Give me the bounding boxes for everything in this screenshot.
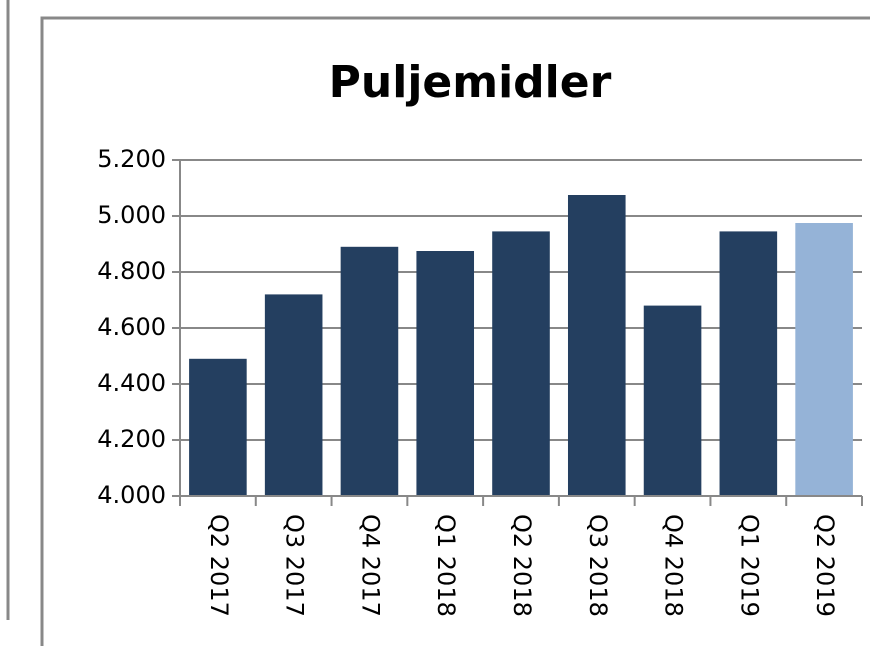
x-tick-label: Q1 2018 [432, 514, 460, 617]
y-tick-label: 4.200 [97, 425, 166, 453]
x-tick-label: Q4 2017 [356, 514, 384, 617]
x-tick-label: Q2 2019 [811, 514, 839, 617]
bar [264, 294, 323, 496]
y-tick-label: 4.600 [97, 313, 166, 341]
bar [340, 246, 399, 496]
x-tick-label: Q2 2018 [508, 514, 536, 617]
bar [643, 305, 702, 496]
x-tick-label: Q2 2017 [205, 514, 233, 617]
bar [416, 251, 475, 496]
y-tick-label: 4.400 [97, 369, 166, 397]
bar [492, 231, 550, 496]
y-tick-label: 5.000 [97, 201, 166, 229]
chart-title: Puljemidler [329, 57, 612, 108]
x-tick-label: Q3 2017 [281, 514, 309, 617]
chart-frame [40, 16, 870, 646]
bar [567, 195, 626, 496]
x-tick-label: Q3 2018 [584, 514, 612, 617]
bar [719, 231, 778, 496]
y-tick-label: 4.800 [97, 257, 166, 285]
x-tick-label: Q4 2018 [660, 514, 688, 617]
bar [189, 358, 247, 496]
y-tick-label: 4.000 [97, 481, 166, 509]
y-tick-label: 5.200 [97, 145, 166, 173]
x-tick-label: Q1 2019 [735, 514, 763, 617]
bar [795, 223, 853, 496]
